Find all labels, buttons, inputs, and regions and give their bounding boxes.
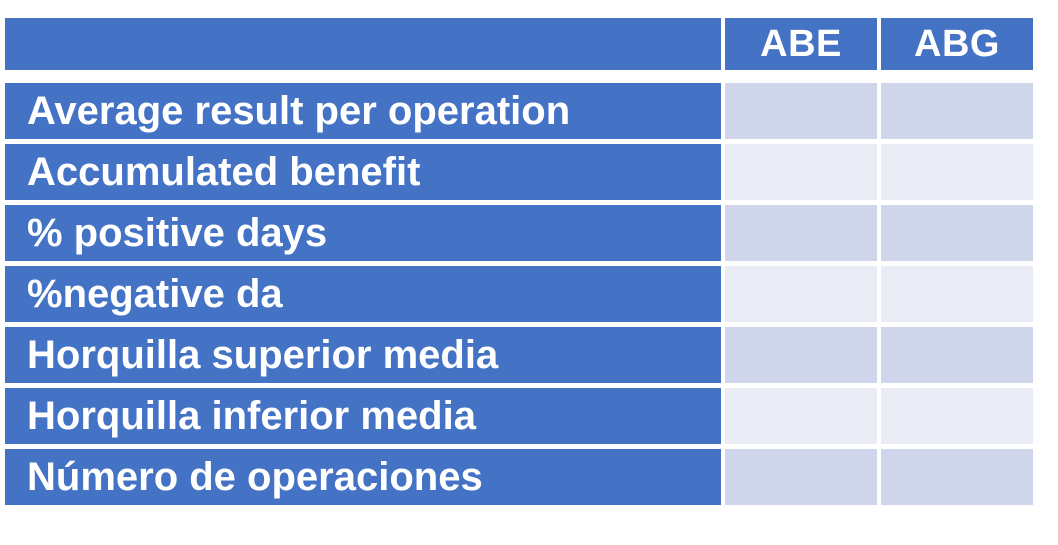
table-row: %negative da	[5, 266, 1033, 322]
value-cell-abe	[725, 83, 877, 139]
table-row: Número de operaciones	[5, 449, 1033, 505]
value-cell-abg	[881, 205, 1033, 261]
value-cell-abe	[725, 327, 877, 383]
value-cell-abe	[725, 449, 877, 505]
header-spacer-cell	[5, 75, 1033, 78]
column-header-abe: ABE	[725, 18, 877, 70]
row-label-numero-operaciones: Número de operaciones	[5, 449, 721, 505]
value-cell-abe	[725, 388, 877, 444]
row-label-horquilla-superior: Horquilla superior media	[5, 327, 721, 383]
table-row: Accumulated benefit	[5, 144, 1033, 200]
value-cell-abe	[725, 144, 877, 200]
row-label-average-result: Average result per operation	[5, 83, 721, 139]
row-label-accumulated-benefit: Accumulated benefit	[5, 144, 721, 200]
column-header-abg: ABG	[881, 18, 1033, 70]
row-label-positive-days: % positive days	[5, 205, 721, 261]
value-cell-abg	[881, 266, 1033, 322]
value-cell-abg	[881, 83, 1033, 139]
comparison-table-container: ABE ABG Average result per operation Acc…	[5, 18, 1033, 505]
header-spacer	[5, 75, 1033, 78]
header-row: ABE ABG	[5, 18, 1033, 70]
table-row: % positive days	[5, 205, 1033, 261]
table-row: Horquilla inferior media	[5, 388, 1033, 444]
value-cell-abe	[725, 266, 877, 322]
comparison-table: ABE ABG Average result per operation Acc…	[1, 13, 1037, 510]
table-header: ABE ABG	[5, 18, 1033, 78]
table-row: Average result per operation	[5, 83, 1033, 139]
value-cell-abg	[881, 144, 1033, 200]
table-row: Horquilla superior media	[5, 327, 1033, 383]
value-cell-abg	[881, 388, 1033, 444]
value-cell-abg	[881, 327, 1033, 383]
header-corner-cell	[5, 18, 721, 70]
table-body: Average result per operation Accumulated…	[5, 83, 1033, 505]
value-cell-abe	[725, 205, 877, 261]
value-cell-abg	[881, 449, 1033, 505]
row-label-horquilla-inferior: Horquilla inferior media	[5, 388, 721, 444]
row-label-negative-days: %negative da	[5, 266, 721, 322]
